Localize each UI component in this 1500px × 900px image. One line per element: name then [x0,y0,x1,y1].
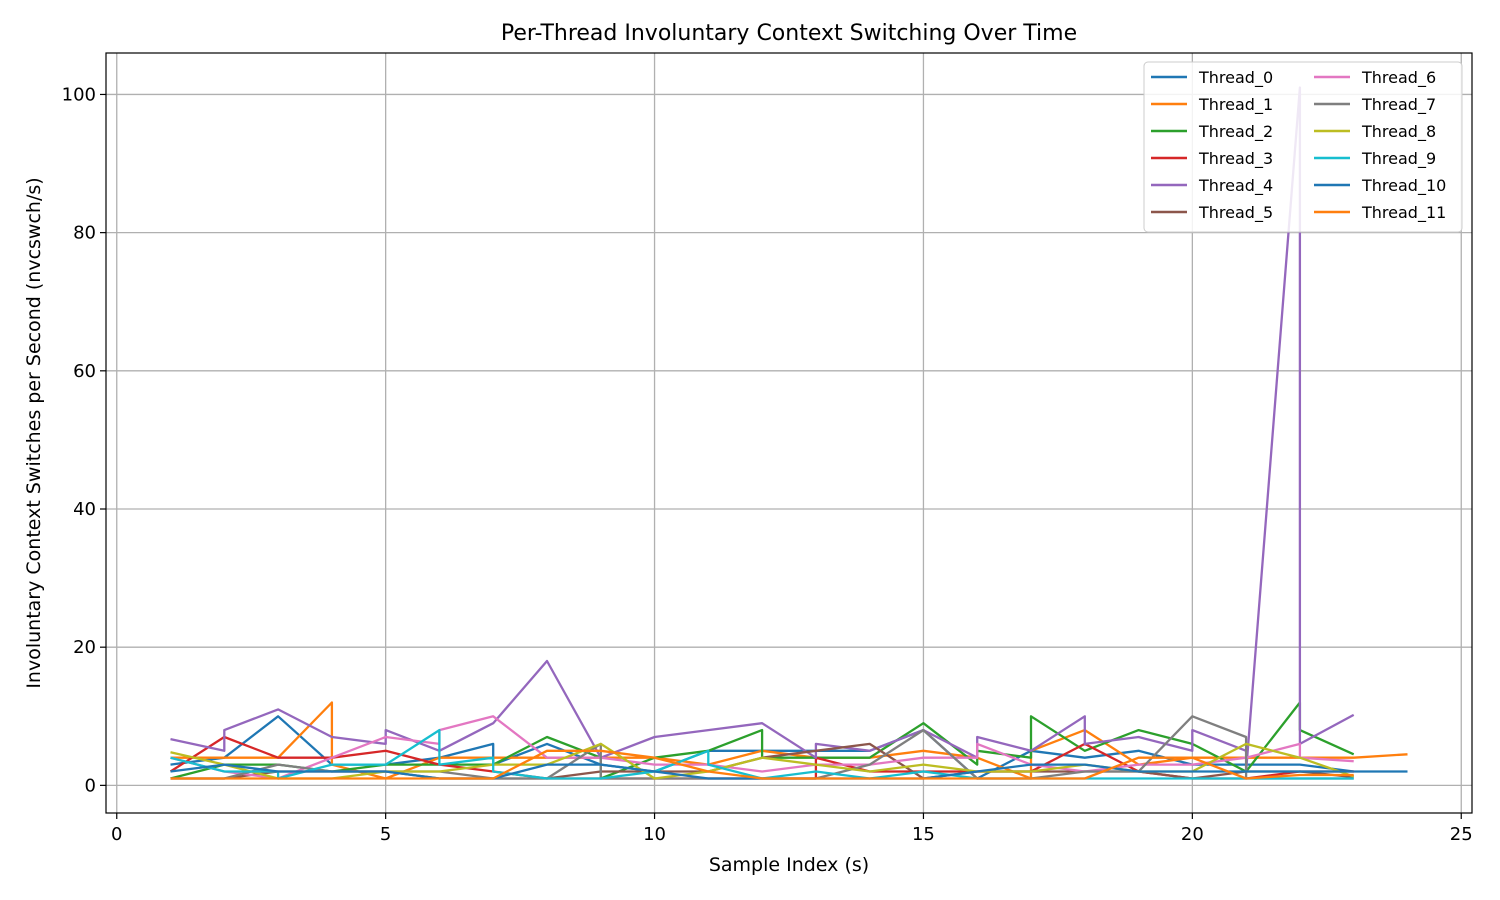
x-tick-label: 20 [1181,824,1204,845]
legend-box [1143,61,1463,233]
x-tick-label: 25 [1450,824,1473,845]
legend-label: Thread_11 [1361,203,1446,223]
x-tick-label: 15 [912,824,935,845]
x-tick-label: 10 [643,824,666,845]
y-tick-label: 20 [73,637,96,658]
legend-label: Thread_0 [1198,68,1273,88]
legend-label: Thread_1 [1198,95,1273,115]
chart-title: Per-Thread Involuntary Context Switching… [501,21,1077,46]
series-line-thread-9 [170,728,1354,780]
legend-label: Thread_9 [1361,149,1436,169]
legend-label: Thread_5 [1198,203,1273,223]
legend-label: Thread_10 [1361,176,1446,196]
grid [106,53,1472,813]
plot-frame [105,52,1473,814]
series-line-thread-2 [170,701,1355,780]
series-line-thread-11 [170,749,1354,780]
series-line-thread-6 [170,715,1354,780]
legend-label: Thread_7 [1361,95,1436,115]
x-tick-label: 0 [111,824,122,845]
y-tick-label: 100 [62,84,96,105]
y-tick-label: 80 [73,223,96,244]
y-axis-label: Involuntary Context Switches per Second … [23,177,45,688]
y-tick-label: 60 [73,361,96,382]
legend-label: Thread_3 [1198,149,1273,169]
y-tick-label: 40 [73,499,96,520]
legend-label: Thread_6 [1361,68,1436,88]
ticks: 0 5 10 15 20 25 0 20 40 60 80 100 [62,84,1473,845]
legend-label: Thread_8 [1361,122,1436,142]
series-layer [169,86,1408,780]
series-line-thread-4 [170,86,1355,773]
x-axis-label: Sample Index (s) [709,854,869,876]
legend: Thread_0 Thread_1 Thread_2 Thread_3 Thread_4… [1143,61,1463,233]
x-tick-label: 5 [380,824,391,845]
legend-label: Thread_2 [1198,122,1273,142]
legend-label: Thread_4 [1198,176,1273,196]
y-tick-label: 0 [85,775,96,796]
